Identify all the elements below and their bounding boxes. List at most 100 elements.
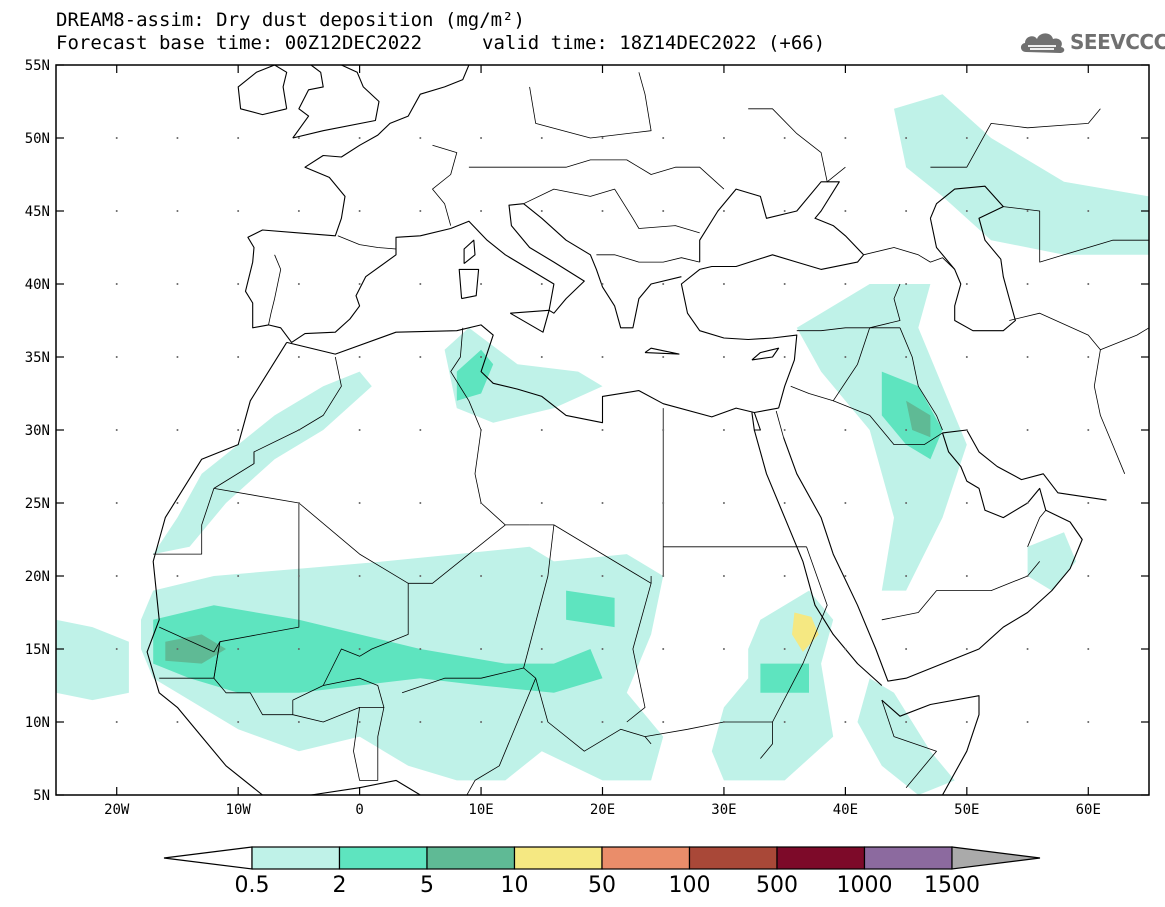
grid-dot — [1026, 210, 1029, 212]
dust-region-mesopotamia — [796, 284, 967, 591]
grid-dot — [419, 137, 422, 139]
border-russia-kazakh — [930, 108, 1101, 168]
colorbar-swatch — [426, 846, 516, 870]
lat-tick-label: 55N — [25, 58, 50, 74]
grid-dot — [176, 137, 179, 139]
grid-dot — [176, 429, 179, 431]
grid-dot — [1026, 575, 1029, 577]
grid-dot — [844, 429, 847, 431]
grid-dot — [722, 356, 725, 358]
grid-dot — [419, 429, 422, 431]
border-nigeria-cameroon — [466, 678, 537, 795]
lon-tick-label: 20W — [104, 802, 130, 818]
grid-dot — [965, 648, 968, 650]
grid-dot — [1087, 210, 1090, 212]
grid-dot — [844, 283, 847, 285]
coastline-britain-west — [292, 65, 324, 139]
dust-region-chad-core — [566, 590, 615, 628]
grid-dot — [783, 356, 786, 358]
grid-dot — [905, 283, 908, 285]
colorbar-swatch — [513, 846, 603, 870]
border-niger-nigeria — [401, 667, 536, 694]
border-iran-turkmen — [1009, 312, 1126, 474]
border-tunisia-algeria — [450, 327, 470, 402]
grid-dot — [1087, 648, 1090, 650]
border-sudan-ethiopia — [760, 546, 828, 759]
grid-dot — [540, 721, 543, 723]
grid-dot — [783, 648, 786, 650]
coastline-sicily — [509, 309, 550, 333]
grid-dot — [480, 721, 483, 723]
grid-dot — [1087, 356, 1090, 358]
lat-tick-label: 5N — [33, 788, 50, 804]
grid-dot — [965, 575, 968, 577]
coastline-border-layer — [146, 65, 1149, 795]
grid-dot — [965, 502, 968, 504]
grid-dot — [844, 356, 847, 358]
grid-dot — [358, 648, 361, 650]
grid-dot — [783, 429, 786, 431]
grid-dot — [480, 137, 483, 139]
grid-dot — [358, 721, 361, 723]
lat-tick-label: 15N — [25, 642, 50, 658]
border-chad-sudan — [626, 583, 652, 723]
colorbar-label: 1500 — [924, 873, 980, 898]
coastline-black-sea — [699, 181, 864, 263]
grid-dot — [601, 210, 604, 212]
grid-dot — [662, 429, 665, 431]
grid-dot — [722, 429, 725, 431]
grid-dot — [722, 283, 725, 285]
colorbar-label: 2 — [333, 873, 347, 898]
coastline-gulf-of-guinea — [262, 779, 421, 795]
grid-dot — [662, 575, 665, 577]
coastline-corsica — [463, 239, 476, 265]
grid-dot — [1087, 502, 1090, 504]
grid-dot — [358, 283, 361, 285]
coastline-north-africa-coast — [286, 324, 779, 424]
dust-region-west-africa-core — [153, 605, 603, 693]
colorbar-swatch — [338, 846, 428, 870]
colorbar-legend: 0.5 2 5 10 50 100 500 1000 1500 — [163, 846, 1041, 898]
grid-dot — [115, 210, 118, 212]
grid-dot — [1026, 137, 1029, 139]
border-pyrenees — [337, 235, 397, 250]
grid-dot — [905, 721, 908, 723]
grid-dot — [722, 721, 725, 723]
grid-dot — [480, 648, 483, 650]
grid-dot — [419, 721, 422, 723]
grid-dot — [176, 356, 179, 358]
grid-dot — [358, 429, 361, 431]
dust-region-oman-coast — [1027, 532, 1077, 591]
dust-region-caspian-north — [894, 94, 1149, 255]
colorbar-low-arrow — [163, 846, 253, 870]
grid-dot — [480, 429, 483, 431]
coastline-caspian-sea — [929, 185, 1016, 332]
grid-dot — [480, 356, 483, 358]
border-morocco-algeria — [253, 356, 342, 464]
coastline-red-sea-west — [753, 429, 883, 686]
grid-dot — [540, 429, 543, 431]
grid-dot — [115, 137, 118, 139]
grid-dot — [237, 721, 240, 723]
grid-dot — [601, 429, 604, 431]
grid-dot — [115, 648, 118, 650]
grid-dot — [297, 721, 300, 723]
dust-region-eritrea-peak — [792, 612, 819, 652]
grid-dot — [297, 283, 300, 285]
border-saudi-oman — [1027, 510, 1047, 547]
coastline-red-sea-east — [782, 432, 1083, 682]
grid-dot — [237, 429, 240, 431]
dust-region-morocco-coast — [153, 371, 372, 555]
border-central-europe — [468, 159, 725, 190]
axis-ticks: 55N 50N 45N 40N 35N 30N 25N 20N 15N 10N 5N 20W 10W 0 1… — [25, 58, 1149, 818]
grid-dot — [419, 356, 422, 358]
grid-dot — [237, 137, 240, 139]
coastline-crete — [644, 347, 680, 355]
grid-dot — [601, 721, 604, 723]
grid-dot — [844, 210, 847, 212]
lat-tick-label: 50N — [25, 131, 50, 147]
grid-dot — [358, 137, 361, 139]
colorbar-label: 1000 — [837, 873, 893, 898]
grid-dot — [176, 283, 179, 285]
